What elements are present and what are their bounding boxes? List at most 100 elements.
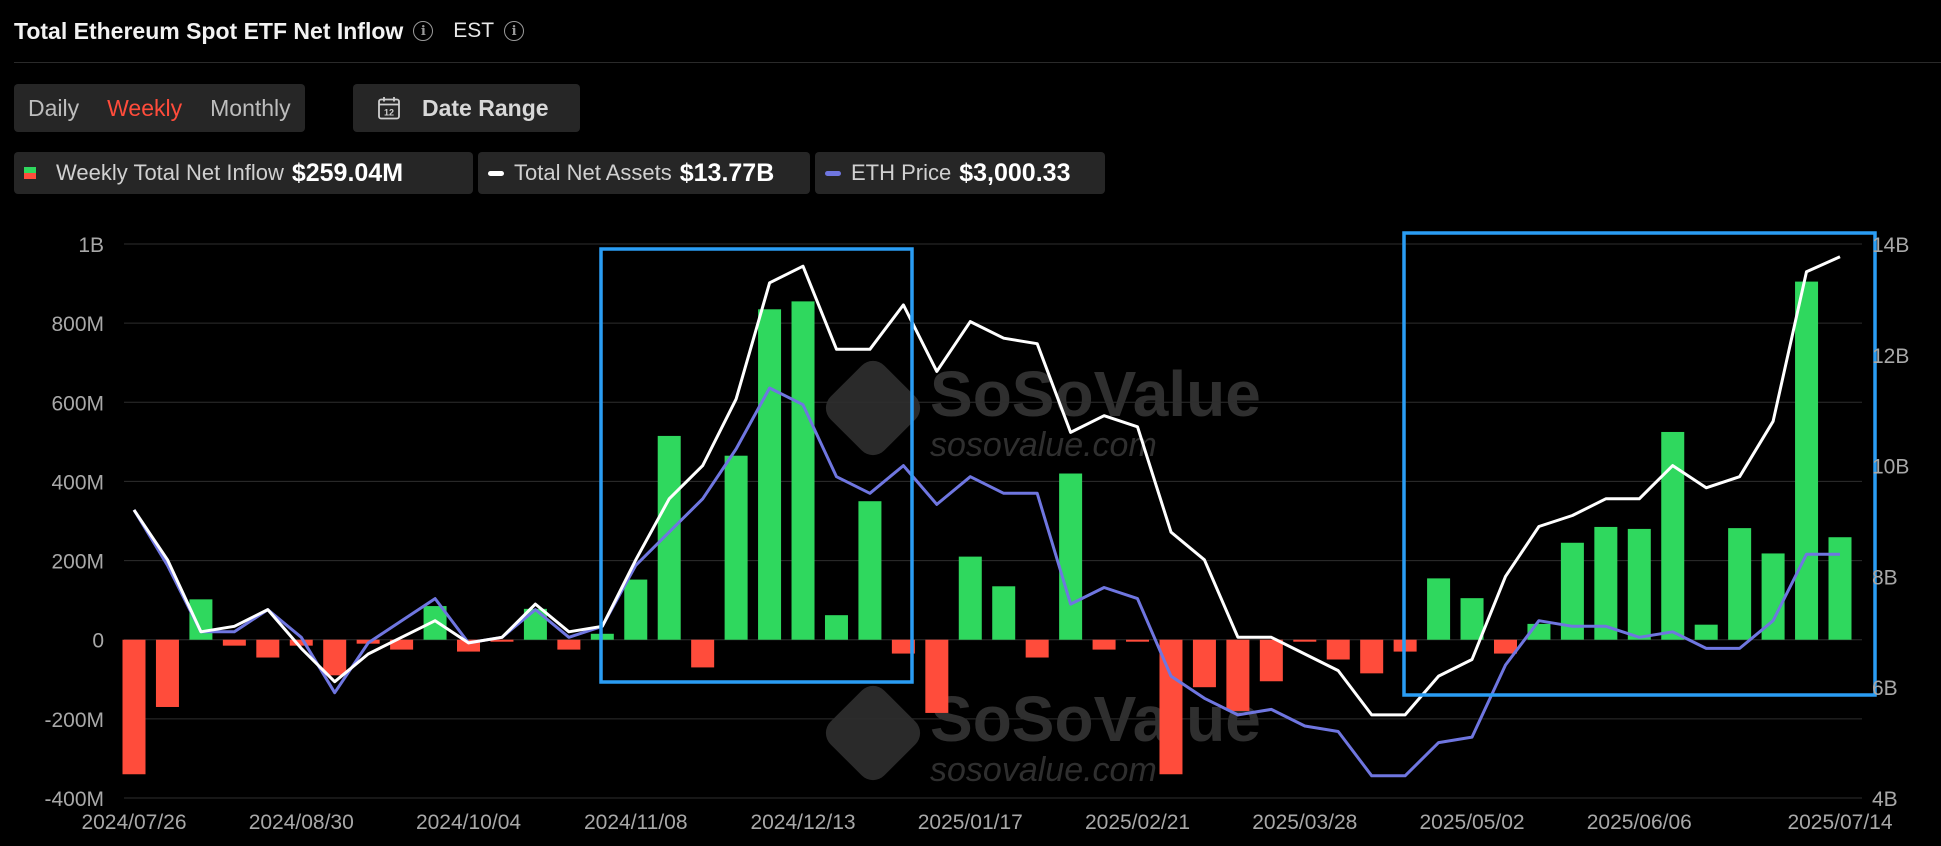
inflow-bar (1728, 528, 1752, 640)
legend-price-value: $3,000.33 (959, 158, 1071, 187)
info-icon[interactable]: i (504, 21, 525, 41)
period-weekly[interactable]: Weekly (107, 94, 183, 121)
inflow-bar (222, 639, 246, 646)
inflow-bar (958, 556, 982, 640)
inflow-bar (189, 599, 213, 640)
inflow-bar (1159, 639, 1183, 775)
title-row: Total Ethereum Spot ETF Net Inflow i EST… (14, 14, 525, 48)
inflow-bar (1594, 526, 1618, 640)
inflow-bar (1427, 578, 1451, 640)
watermark-site: sosovalue.com (930, 751, 1157, 789)
inflow-bar (657, 435, 681, 640)
inflow-bar (1828, 537, 1852, 640)
x-tick-label: 2024/10/04 (416, 811, 521, 834)
inflow-bar (155, 639, 179, 707)
x-tick-label: 2025/01/17 (918, 811, 1023, 834)
period-monthly[interactable]: Monthly (210, 94, 291, 121)
watermarks: SoSoValuesosovalue.comSoSoValuesosovalue… (825, 358, 1261, 789)
inflow-bar (1460, 598, 1484, 640)
inflow-bar (457, 639, 481, 652)
inflow-bar (523, 608, 547, 640)
inflow-bar (1126, 639, 1150, 642)
y-left-tick-label: -400M (44, 788, 104, 811)
inflow-bar (289, 639, 313, 646)
calendar-icon: 12 (378, 97, 400, 120)
highlight-boxes (599, 231, 1877, 697)
inflow-bar (824, 615, 848, 640)
inflow-bar (1661, 431, 1685, 640)
info-icon[interactable]: i (413, 21, 434, 41)
period-daily[interactable]: Daily (28, 94, 80, 121)
inflow-bar (1694, 624, 1718, 640)
inflow-bar (1360, 639, 1384, 674)
legend-net-assets[interactable]: Total Net Assets $13.77B (478, 152, 810, 194)
y-left-tick-label: 400M (51, 471, 104, 494)
date-range-label: Date Range (422, 94, 549, 121)
inflow-bar (1795, 281, 1819, 640)
inflow-bar (490, 639, 514, 642)
inflow-bar (557, 639, 581, 650)
y-left-tick-label: 800M (51, 313, 104, 336)
inflow-bar (1259, 639, 1283, 682)
y-left-tick-label: 600M (51, 392, 104, 415)
inflow-bar (1627, 528, 1651, 640)
axes: 1B 800M 600M 400M 200M 0 -200M -400M 14B 12B 10B 8B… (44, 234, 1909, 834)
inflow-bar (992, 586, 1016, 640)
date-range-button[interactable]: 12 Date Range (353, 84, 580, 132)
inflow-bar (891, 639, 915, 654)
inflow-bar (1293, 639, 1317, 642)
legend-assets-label: Total Net Assets (514, 160, 672, 185)
y-right-tick-label: 14B (1872, 234, 1909, 257)
inflow-bar (390, 639, 414, 650)
page-title: Total Ethereum Spot ETF Net Inflow (14, 17, 404, 44)
inflow-bars (122, 281, 1852, 775)
x-tick-label: 2024/12/13 (750, 811, 855, 834)
series-lines (132, 255, 1841, 778)
legend-price-label: ETH Price (851, 160, 952, 185)
legend-weekly-inflow[interactable]: Weekly Total Net Inflow $259.04M (14, 152, 473, 194)
x-tick-label: 2025/07/14 (1787, 811, 1892, 834)
x-tick-label: 2024/08/30 (249, 811, 354, 834)
timezone-label: EST (453, 19, 495, 42)
watermark-brand: SoSoValue (930, 358, 1261, 430)
x-tick-label: 2025/02/21 (1085, 811, 1190, 834)
inflow-bar (122, 639, 146, 775)
net-assets-line (132, 255, 1841, 717)
inflow-bar (1025, 639, 1049, 658)
inflow-bar (323, 639, 347, 676)
inflow-bar (1059, 473, 1083, 640)
legend-assets-value: $13.77B (679, 158, 775, 187)
y-left-tick-label: 0 (92, 630, 104, 653)
legend-eth-price[interactable]: ETH Price $3,000.33 (815, 152, 1105, 194)
period-selector: Daily Weekly Monthly (14, 84, 305, 132)
watermark-site: sosovalue.com (930, 426, 1157, 464)
x-tick-label: 2025/06/06 (1587, 811, 1692, 834)
inflow-bar (925, 639, 949, 713)
inflow-bar (1560, 542, 1584, 640)
inflow-bar (624, 579, 648, 640)
x-tick-label: 2024/07/26 (81, 811, 186, 834)
inflow-bar (791, 301, 815, 640)
inflow-bar (858, 501, 882, 640)
legend-inflow-label: Weekly Total Net Inflow (56, 160, 284, 185)
highlight-box (1402, 231, 1877, 697)
inflow-bar (1226, 639, 1250, 711)
x-tick-label: 2025/05/02 (1419, 811, 1524, 834)
y-left-tick-label: -200M (44, 709, 104, 732)
inflow-bar (1326, 639, 1350, 660)
inflow-bar (758, 309, 782, 640)
inflow-bar (423, 606, 447, 640)
y-left-tick-label: 200M (51, 551, 104, 574)
legend-inflow-value: $259.04M (291, 158, 404, 187)
inflow-bar (256, 639, 280, 658)
watermark-logo-icon (825, 360, 921, 456)
x-tick-label: 2024/11/08 (584, 811, 688, 834)
inflow-bar (691, 639, 715, 668)
y-left-tick-label: 1B (78, 234, 104, 257)
header-divider (14, 62, 1941, 63)
inflow-bar (724, 455, 748, 640)
white-line-icon (488, 170, 504, 176)
y-right-tick-label: 8B (1872, 566, 1898, 589)
y-right-tick-label: 10B (1872, 456, 1909, 479)
